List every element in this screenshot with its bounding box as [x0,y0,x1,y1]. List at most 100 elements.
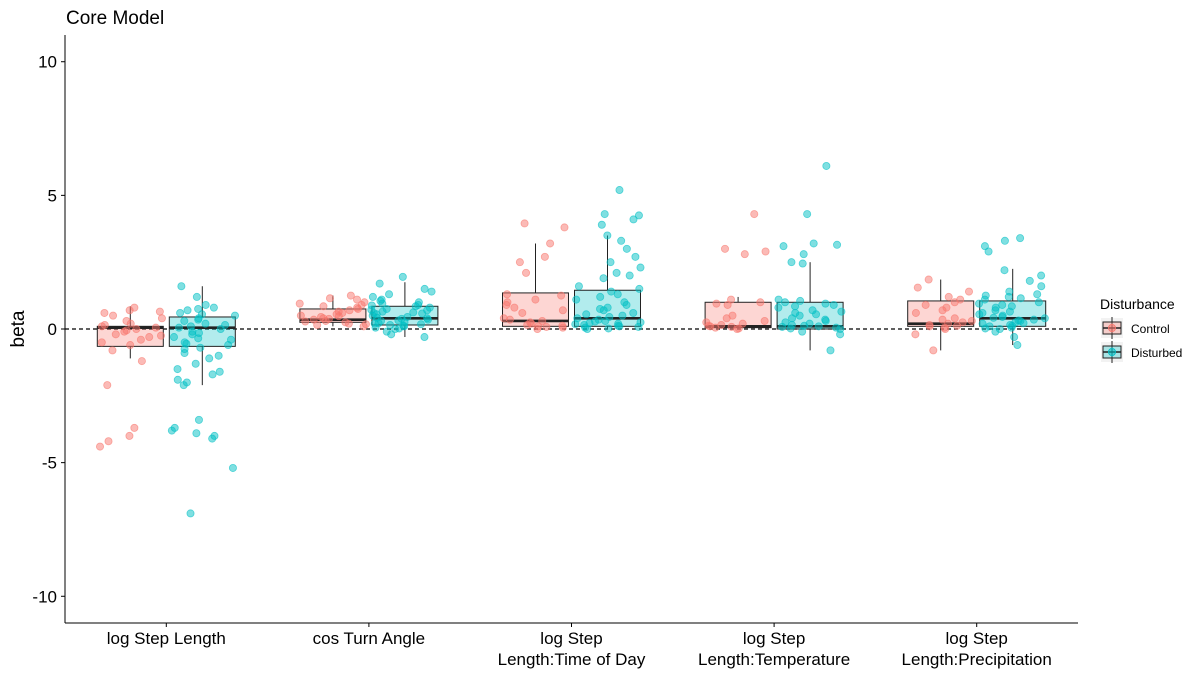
data-point [208,370,217,379]
chart-title: Core Model [66,8,164,29]
x-tick-label-line: log Step Length [107,629,226,648]
data-point [613,290,622,299]
data-point [180,316,189,325]
data-point [132,324,141,333]
data-point [967,316,976,325]
data-point [183,306,192,315]
data-point [538,316,547,325]
data-point [791,302,800,311]
data-point [781,318,790,327]
data-point [596,292,605,301]
data-point [502,300,511,309]
box-control-1 [295,291,370,331]
box-control-4 [907,275,976,355]
data-point [97,338,106,347]
data-point [1013,341,1022,350]
data-point [208,434,217,443]
data-point [1037,271,1046,280]
data-point [198,310,207,319]
y-tick-label: 0 [48,320,57,339]
data-point [560,223,569,232]
data-point [378,299,387,308]
data-point [186,509,195,518]
data-point [582,310,591,319]
data-point [324,314,333,323]
data-point [409,308,418,317]
data-point [361,320,370,329]
data-point [574,282,583,291]
data-point [991,327,1000,336]
legend-label: Disturbed [1131,346,1182,360]
y-axis-label: beta [8,310,29,347]
data-point [822,161,831,170]
box-disturbed-3 [774,161,846,355]
data-point [1016,294,1025,303]
data-point [704,321,713,330]
data-point [424,315,433,324]
data-point [925,322,934,331]
x-tick-label: log Step Length [107,629,226,648]
legend-entry-control: Control [1101,317,1170,339]
data-point [395,324,404,333]
x-tick-label-line: log Step [743,629,805,648]
data-point [177,282,186,291]
data-point [1000,266,1009,275]
data-point [734,324,743,333]
data-point [367,301,376,310]
data-point [761,247,770,256]
data-point [756,298,765,307]
data-point [975,310,984,319]
data-point [353,295,362,304]
data-point [585,319,594,328]
data-point [798,259,807,268]
legend-key-point [1108,323,1117,332]
data-point [214,351,223,360]
data-point [989,313,998,322]
data-point [723,300,732,309]
data-point [1040,314,1049,323]
data-point [96,442,105,451]
data-point [100,320,109,329]
data-point [929,346,938,355]
data-point [1019,319,1028,328]
data-point [1016,234,1025,243]
data-point [420,333,429,342]
data-point [786,324,795,333]
data-point [533,324,542,333]
data-point [1004,292,1013,301]
x-tick-label: log Step Length:Time of Day [498,629,646,669]
data-point [157,314,166,323]
x-tick-label: cos Turn Angle [313,629,425,648]
data-point [215,367,224,376]
data-point [796,296,805,305]
data-point [526,318,535,327]
data-point [821,315,830,324]
legend-keys: Control Disturbed [1101,317,1182,363]
data-point [631,252,640,261]
data-point [503,290,512,299]
data-point [230,311,239,320]
legend-title: Disturbance [1100,296,1175,312]
data-point [531,295,540,304]
data-point [194,334,203,343]
data-point [108,346,117,355]
data-point [558,321,567,330]
data-point [774,303,783,312]
data-point [614,321,623,330]
data-point [634,211,643,220]
data-point [375,279,384,288]
data-point [635,284,644,293]
data-point [173,375,182,384]
data-point [418,309,427,318]
data-point [194,304,203,313]
data-point [911,308,920,317]
data-point [980,242,989,251]
data-point [137,357,146,366]
data-point [427,287,436,296]
data-point [228,463,237,472]
data-point [809,239,818,248]
data-point [750,210,759,219]
data-point [826,346,835,355]
data-point [155,307,164,316]
data-point [1034,298,1043,307]
